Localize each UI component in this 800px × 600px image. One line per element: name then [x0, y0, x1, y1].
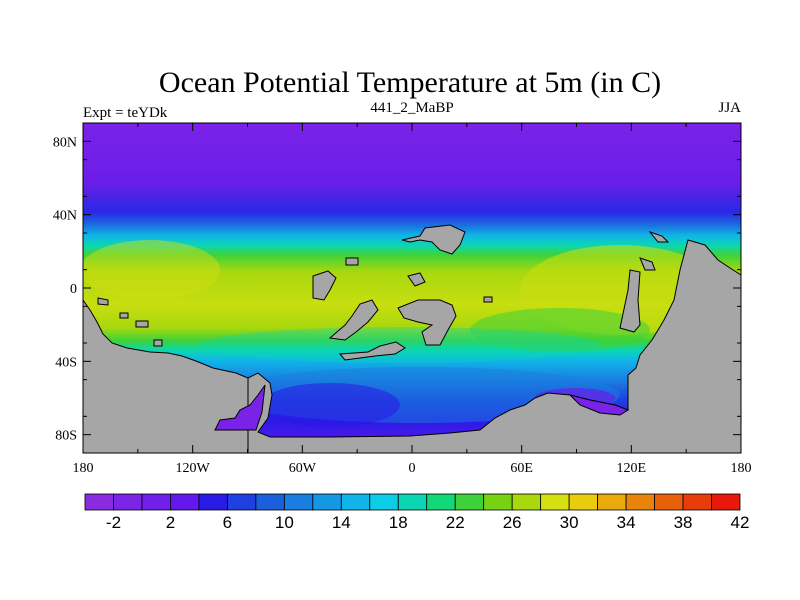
colorbar-swatch [170, 493, 200, 511]
colorbar-tick-label: 14 [332, 513, 351, 532]
land-mid-island-chain [328, 299, 379, 341]
cold-south-core [260, 383, 400, 427]
colorbar-swatch [283, 493, 314, 511]
colorbar-swatch [84, 493, 114, 511]
y-tick-label: 0 [70, 282, 77, 297]
colorbar-tick-label: 34 [617, 513, 636, 532]
colorbar-swatch [540, 493, 570, 511]
x-tick-label: 60E [510, 461, 533, 476]
colorbar-tick-label: 6 [223, 513, 232, 532]
y-tick-label: 80N [53, 135, 77, 150]
land-east-small-1 [648, 230, 670, 243]
colorbar-swatch [426, 493, 456, 511]
center-label: 441_2_MaBP [370, 100, 453, 116]
land-mid-island-west [312, 270, 337, 301]
y-tick-label: 80S [55, 429, 77, 444]
x-tick-label: 180 [73, 461, 94, 476]
colorbar-tick-label: -2 [106, 513, 121, 532]
colorbar-swatch [511, 493, 542, 511]
cool-tongue-east [470, 308, 650, 352]
colorbar-swatch [568, 493, 599, 511]
colorbar-swatch [711, 493, 741, 511]
cold-pocket-east [568, 394, 630, 416]
land-west-small-2 [119, 312, 129, 319]
colorbar-tick-label: 38 [674, 513, 693, 532]
colorbar-swatch [312, 493, 342, 511]
colorbar-swatch [625, 493, 655, 511]
x-tick-label: 180 [731, 461, 752, 476]
colorbar-swatch [113, 493, 143, 511]
colorbar-tick-label: 30 [560, 513, 579, 532]
warm-pool-west [83, 240, 220, 300]
land-island-tropic-east [483, 296, 493, 303]
colorbar-swatch [597, 493, 627, 511]
x-tick-label: 120E [617, 461, 647, 476]
colorbar-swatch [483, 493, 513, 511]
chart-title: Ocean Potential Temperature at 5m (in C) [159, 66, 661, 99]
colorbar-swatch [226, 493, 257, 511]
colorbar-tick-label: 18 [389, 513, 408, 532]
colorbar-swatch [397, 493, 428, 511]
x-tick-label: 0 [409, 461, 416, 476]
y-tick-label: 40N [53, 209, 77, 224]
colorbar-tick-label: 26 [503, 513, 522, 532]
right-label: JJA [718, 100, 741, 116]
left-label: Expt = teYDk [83, 105, 168, 121]
land-mid-island-center-1 [397, 299, 457, 346]
colorbar-swatch [198, 493, 228, 511]
x-axis: 180 120W 60W 0 60E 120E 180 [73, 123, 752, 476]
colorbar-swatch [682, 493, 712, 511]
colorbar-tick-label: 42 [731, 513, 750, 532]
land-mid-island-south [338, 341, 406, 361]
cold-pocket-west [214, 384, 266, 431]
colorbar-swatch [654, 493, 684, 511]
colorbar-swatch [454, 493, 485, 511]
colorbar-tick-label: 22 [446, 513, 465, 532]
colorbar-swatch [340, 493, 371, 511]
y-tick-label: 40S [55, 355, 77, 370]
land-masses [83, 224, 741, 453]
land-mid-island-center-2 [407, 272, 426, 287]
colorbar-swatch [369, 493, 399, 511]
x-tick-label: 120W [176, 461, 211, 476]
land-north-island-2 [345, 257, 359, 266]
colorbar-tick-label: 2 [166, 513, 175, 532]
land-west-small-1 [97, 297, 109, 306]
colorbar: -2 2 6 10 14 18 22 26 30 34 38 42 [84, 493, 750, 532]
colorbar-tick-label: 10 [275, 513, 294, 532]
land-west-small-4 [153, 339, 163, 347]
y-axis: 80N 40N 0 40S 80S [53, 122, 741, 454]
colorbar-swatch [141, 493, 171, 511]
x-tick-label: 60W [289, 461, 317, 476]
land-east-small-2 [639, 257, 656, 271]
colorbar-swatch [255, 493, 285, 511]
temperature-field [83, 123, 741, 453]
land-east-elongated [619, 269, 641, 333]
land-west-small-3 [135, 320, 149, 328]
land-north-island-1 [401, 224, 466, 255]
